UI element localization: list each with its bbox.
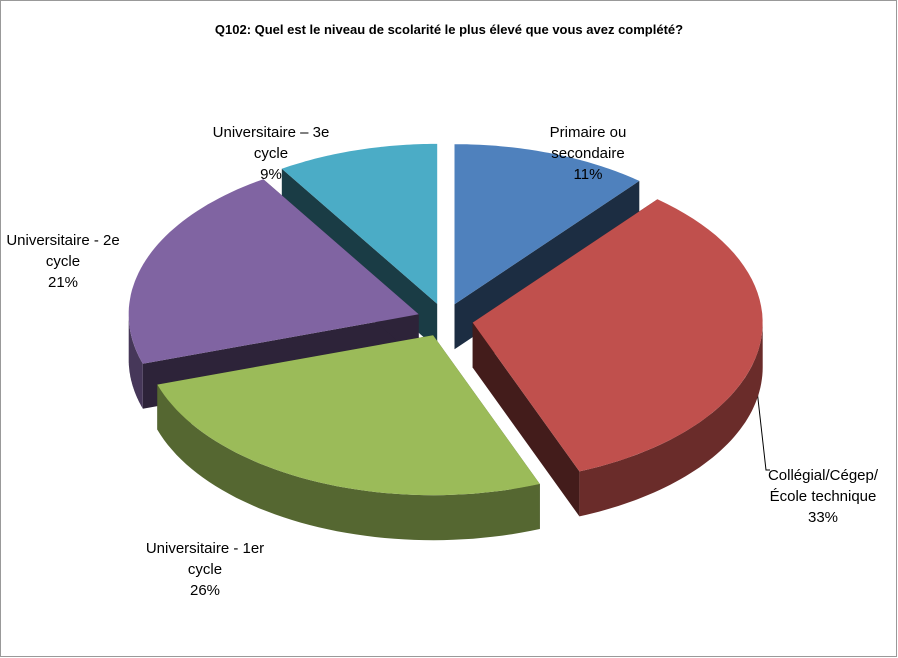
slice-label: Universitaire – 3e cycle 9% [196, 122, 346, 185]
slice-side [579, 322, 763, 517]
value-label: 26% [189, 582, 221, 599]
slice-label: Primaire ou secondaire 11% [513, 122, 663, 185]
slice-wall [472, 322, 580, 517]
slice [157, 335, 540, 496]
slice-label: Universitaire - 1er cycle 26% [130, 538, 280, 601]
value-label: 11% [573, 166, 603, 183]
slice-side [157, 384, 540, 541]
slice-label: Universitaire - 2e cycle 21% [0, 230, 138, 293]
slice [281, 143, 438, 304]
slice-side [128, 314, 143, 409]
value-label: 9% [260, 166, 282, 183]
slice [128, 179, 419, 364]
value-label: 33% [807, 509, 839, 526]
slice [454, 144, 640, 305]
leader-line [756, 389, 770, 471]
value-label: 21% [47, 274, 79, 291]
slice-label: Collégial/Cégep/ École technique 33% [748, 465, 898, 528]
slice [472, 199, 763, 472]
chart-title: Q102: Quel est le niveau de scolarité le… [214, 22, 684, 37]
